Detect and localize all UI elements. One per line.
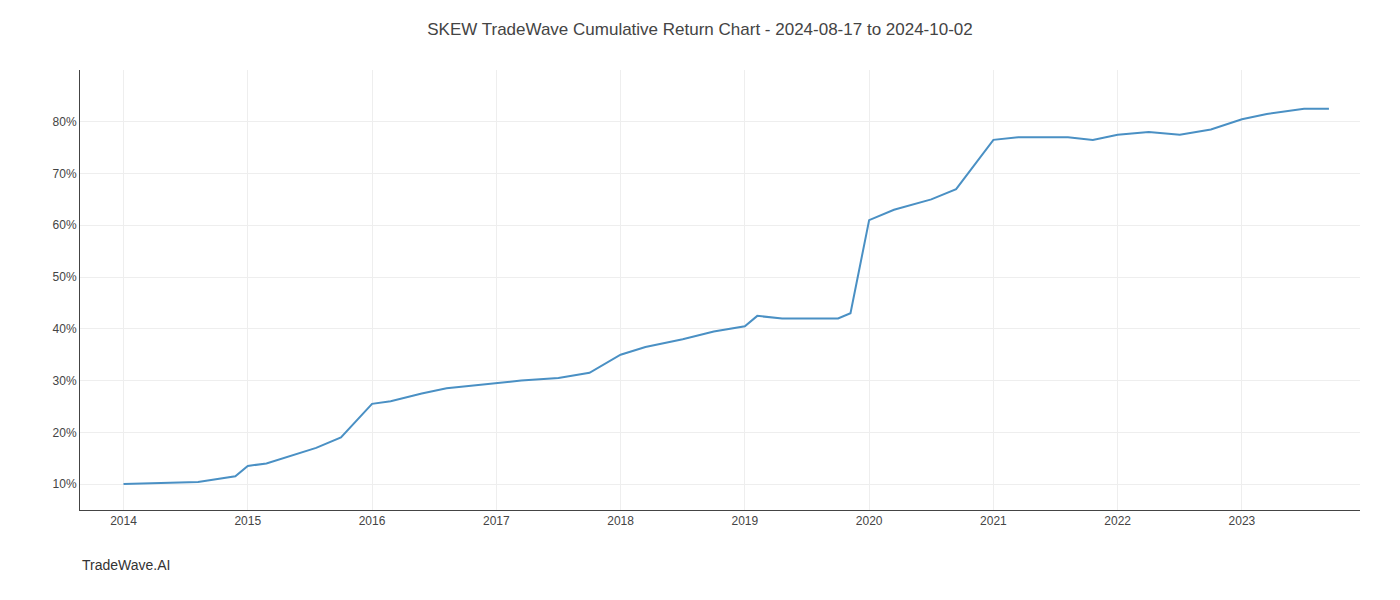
svg-text:40%: 40% bbox=[53, 322, 77, 336]
svg-text:2020: 2020 bbox=[856, 514, 883, 528]
svg-text:TradeWave.AI: TradeWave.AI bbox=[82, 557, 170, 573]
svg-text:20%: 20% bbox=[53, 426, 77, 440]
svg-text:80%: 80% bbox=[53, 115, 77, 129]
svg-text:2022: 2022 bbox=[1104, 514, 1131, 528]
svg-text:10%: 10% bbox=[53, 477, 77, 491]
svg-text:2016: 2016 bbox=[359, 514, 386, 528]
svg-text:50%: 50% bbox=[53, 270, 77, 284]
svg-text:60%: 60% bbox=[53, 218, 77, 232]
svg-text:2019: 2019 bbox=[731, 514, 758, 528]
svg-text:2017: 2017 bbox=[483, 514, 510, 528]
svg-text:2015: 2015 bbox=[234, 514, 261, 528]
svg-text:2014: 2014 bbox=[110, 514, 137, 528]
svg-text:SKEW TradeWave Cumulative Retu: SKEW TradeWave Cumulative Return Chart -… bbox=[427, 20, 973, 39]
svg-text:2018: 2018 bbox=[607, 514, 634, 528]
svg-text:70%: 70% bbox=[53, 167, 77, 181]
svg-text:2021: 2021 bbox=[980, 514, 1007, 528]
svg-text:30%: 30% bbox=[53, 374, 77, 388]
svg-text:2023: 2023 bbox=[1229, 514, 1256, 528]
